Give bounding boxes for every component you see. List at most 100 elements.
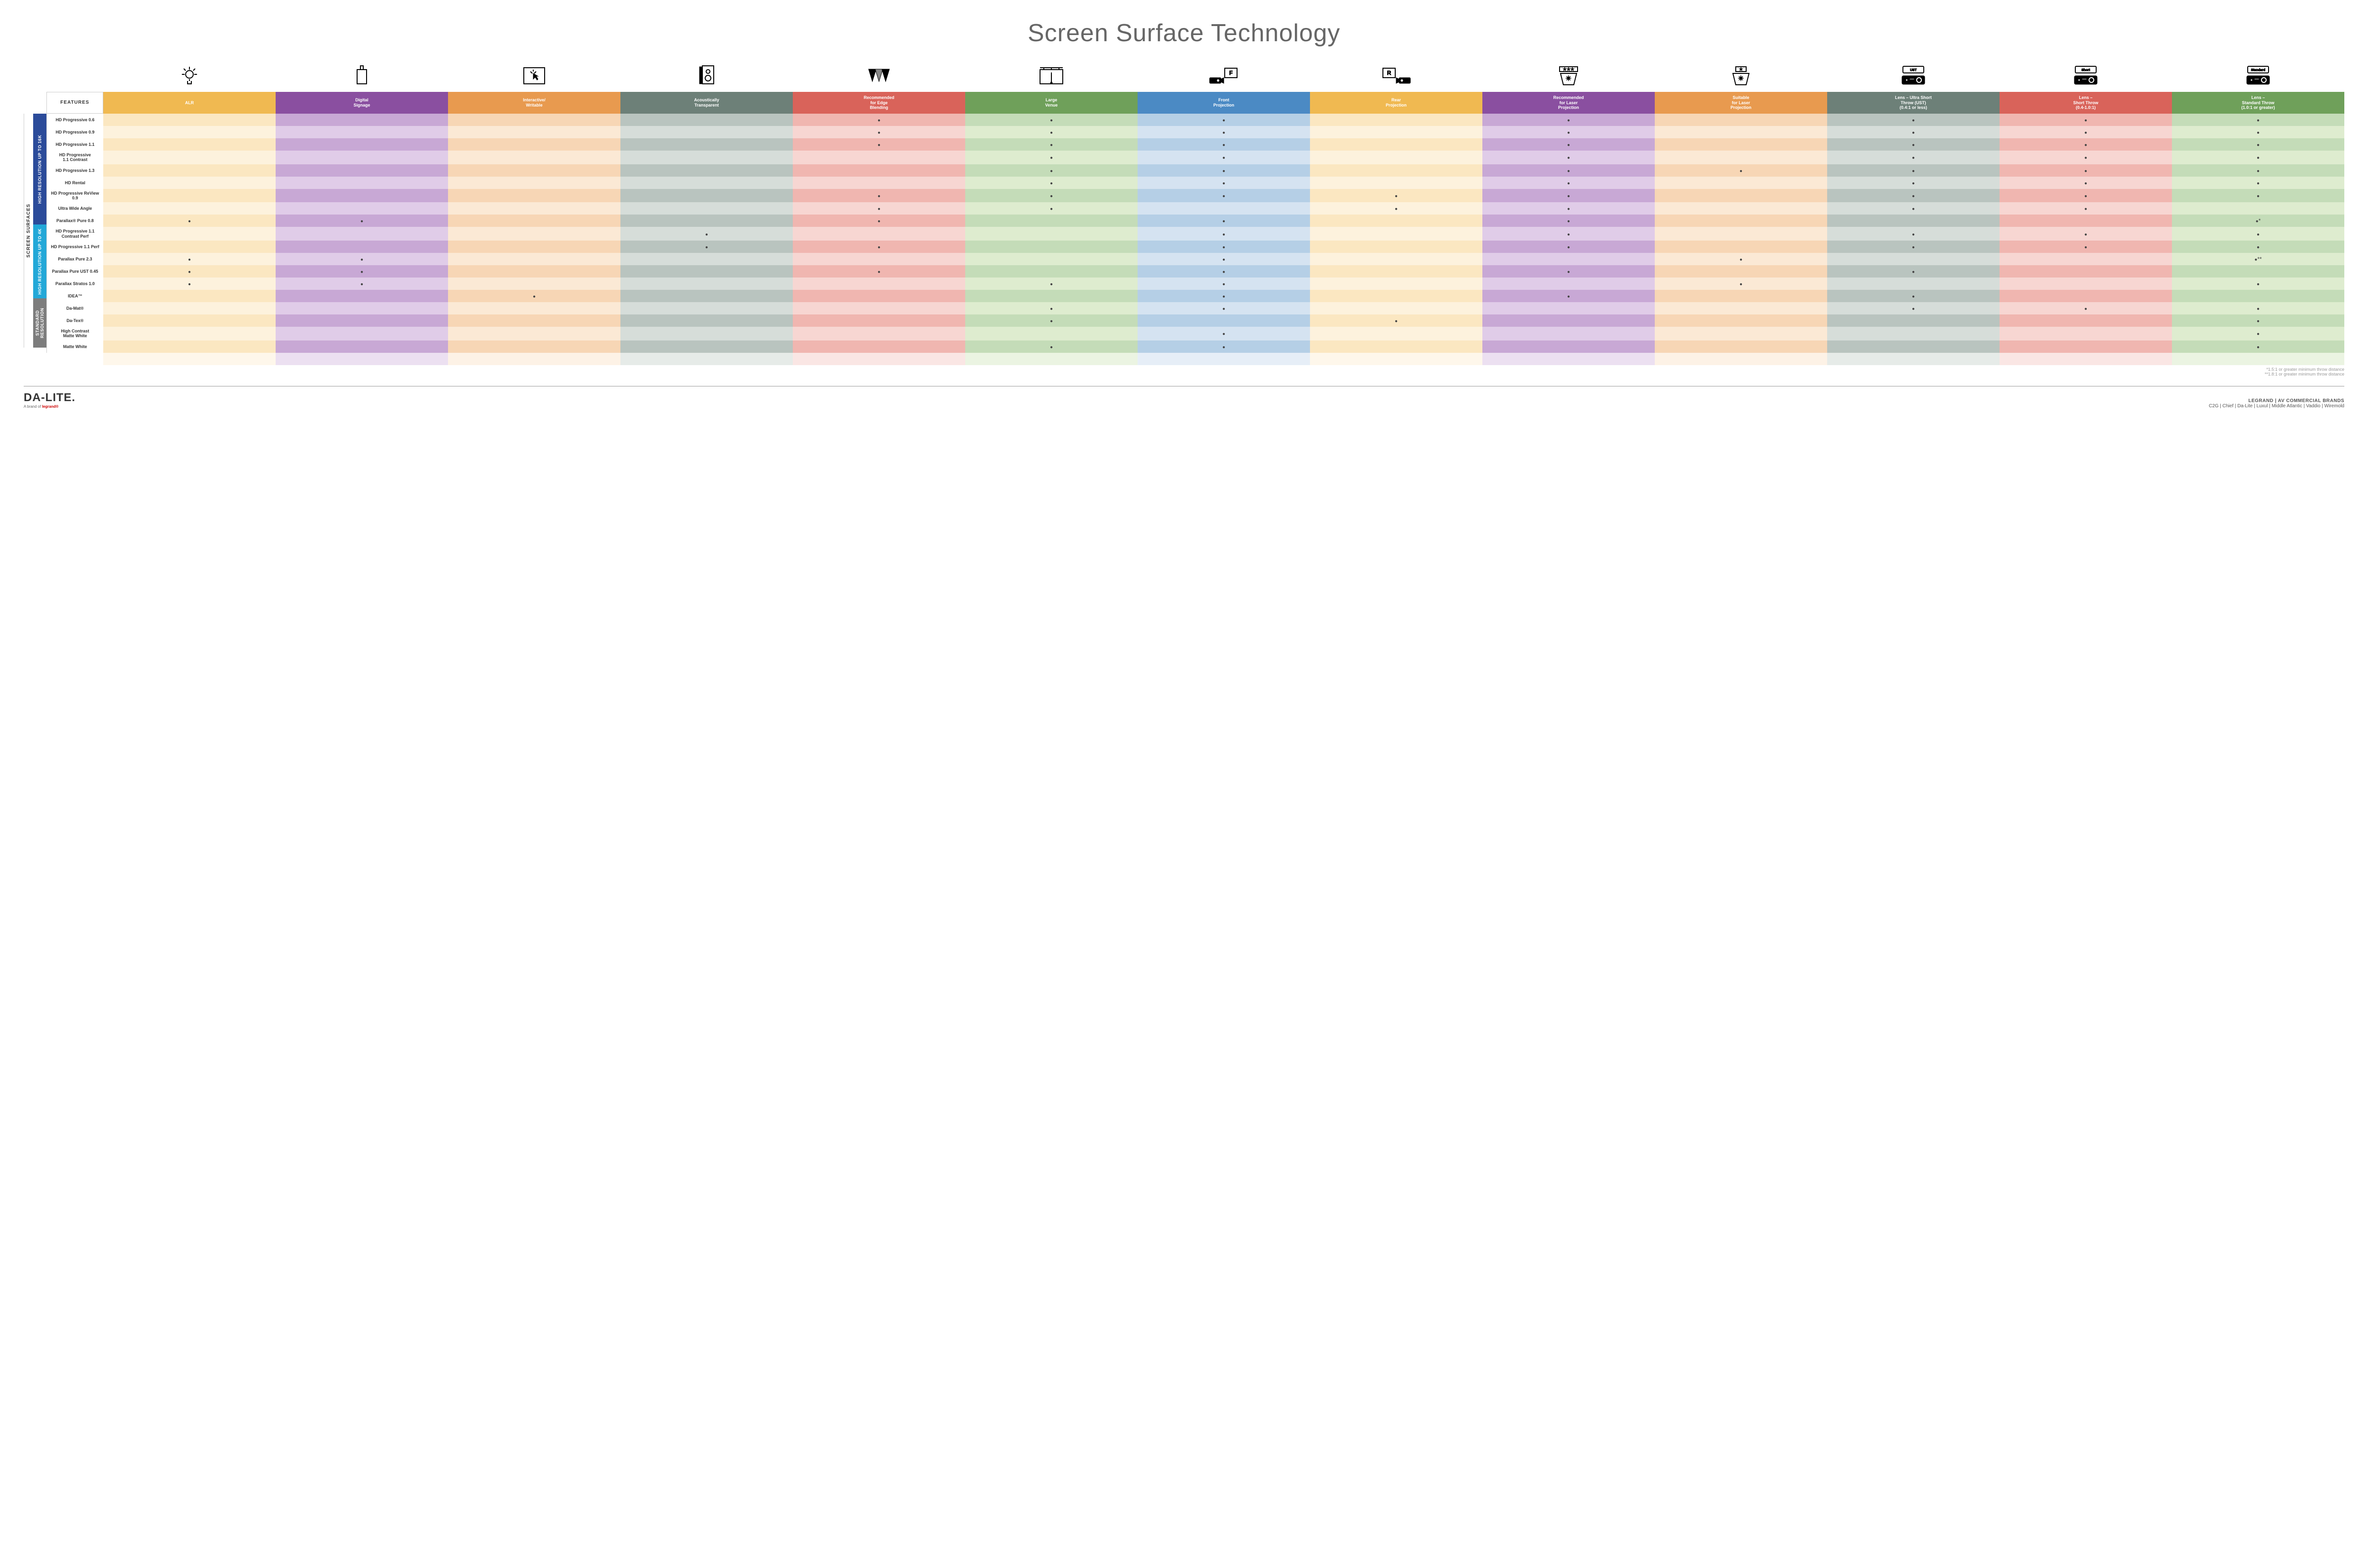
- cell-large: [965, 265, 1138, 278]
- cell-front: [1138, 215, 1310, 227]
- cell-short: [2000, 151, 2172, 164]
- svg-text:✴: ✴: [1738, 75, 1744, 83]
- cell-alr: [103, 302, 276, 314]
- dot-icon: [2084, 243, 2087, 250]
- col-header-large: LargeVenue: [965, 92, 1138, 114]
- cell-interactive: [448, 126, 620, 138]
- cell-reclaser: [1482, 340, 1655, 353]
- dot-icon: [1222, 179, 1225, 186]
- cell-large: [965, 253, 1138, 265]
- table-row: Matte White: [46, 340, 2344, 353]
- cell-short: [2000, 202, 2172, 215]
- cell-signage: [276, 151, 448, 164]
- cell-ust: [1827, 189, 2000, 203]
- cell-suitlaser: [1655, 302, 1827, 314]
- dot-icon: [1567, 141, 1570, 148]
- dot-icon: [878, 192, 880, 199]
- features-header: FEATURES: [46, 92, 103, 114]
- cell-ust: [1827, 327, 2000, 340]
- cell-short: [2000, 265, 2172, 278]
- cell-signage: [276, 314, 448, 327]
- cell-signage: [276, 327, 448, 340]
- cell-interactive: [448, 164, 620, 177]
- dot-icon: [2257, 231, 2260, 237]
- cell-suitlaser: [1655, 265, 1827, 278]
- col-header-acoustic: AcousticallyTransparent: [620, 92, 793, 114]
- cell-large: [965, 114, 1138, 126]
- row-label: High ContrastMatte White: [46, 327, 103, 340]
- cell-std: [2172, 164, 2344, 177]
- cell-rear: [1310, 265, 1482, 278]
- cell-rear: [1310, 278, 1482, 290]
- cell-short: [2000, 278, 2172, 290]
- row-label: HD Rental: [46, 177, 103, 189]
- cell-front: [1138, 227, 1310, 241]
- cell-std: *: [2172, 215, 2344, 227]
- cell-alr: [103, 265, 276, 278]
- dot-icon: [360, 256, 363, 262]
- dot-icon: [2257, 305, 2260, 312]
- table-row: IDEA™: [46, 290, 2344, 302]
- cell-signage: [276, 265, 448, 278]
- cell-signage: [276, 164, 448, 177]
- page-title: Screen Surface Technology: [24, 19, 2344, 47]
- cell-rear: [1310, 340, 1482, 353]
- cell-acoustic: [620, 189, 793, 203]
- cell-std: [2172, 265, 2344, 278]
- cell-large: [965, 314, 1138, 327]
- cell-large: [965, 340, 1138, 353]
- cell-edge: [793, 177, 965, 189]
- cell-std: [2172, 290, 2344, 302]
- cell-interactive: [448, 327, 620, 340]
- dot-icon: [1222, 154, 1225, 161]
- cell-suitlaser: [1655, 215, 1827, 227]
- cell-acoustic: [620, 227, 793, 241]
- cell-suitlaser: [1655, 138, 1827, 151]
- cell-acoustic: [620, 241, 793, 253]
- cell-rear: [1310, 177, 1482, 189]
- cell-suitlaser: [1655, 189, 1827, 203]
- cell-short: [2000, 114, 2172, 126]
- cell-ust: [1827, 164, 2000, 177]
- row-label: Parallax Pure 2.3: [46, 253, 103, 265]
- cell-edge: [793, 327, 965, 340]
- dot-icon: [2257, 179, 2260, 186]
- cell-large: [965, 327, 1138, 340]
- dot-icon: [1740, 256, 1742, 262]
- table-row: HD Progressive ReView 0.9: [46, 189, 2344, 203]
- dot-icon: [1567, 231, 1570, 237]
- brand-subtitle: A brand of legrand®: [24, 404, 75, 409]
- dot-icon: [1050, 305, 1053, 312]
- svg-text:Standard: Standard: [2251, 69, 2265, 72]
- cell-std: **: [2172, 253, 2344, 265]
- dot-icon: [1567, 293, 1570, 299]
- cell-edge: [793, 290, 965, 302]
- cell-interactive: [448, 340, 620, 353]
- cell-edge: [793, 265, 965, 278]
- table-row: Parallax Pure 2.3 **: [46, 253, 2344, 265]
- dot-icon: [1567, 179, 1570, 186]
- dot-icon: [2084, 141, 2087, 148]
- cell-acoustic: [620, 302, 793, 314]
- svg-text:UST: UST: [1910, 69, 1917, 72]
- dot-icon: [1050, 317, 1053, 324]
- ust-icon: UST: [1827, 62, 2000, 90]
- cell-reclaser: [1482, 114, 1655, 126]
- dot-icon: [360, 280, 363, 287]
- cell-interactive: [448, 227, 620, 241]
- dot-icon: [1050, 192, 1053, 199]
- cell-std: [2172, 202, 2344, 215]
- cell-alr: [103, 164, 276, 177]
- table-row: HD Rental: [46, 177, 2344, 189]
- cell-rear: [1310, 327, 1482, 340]
- dot-icon: [1912, 231, 1915, 237]
- dot-icon: [878, 217, 880, 224]
- cell-suitlaser: [1655, 340, 1827, 353]
- dot-icon: [1912, 205, 1915, 212]
- table-row: HD Progressive 1.1: [46, 138, 2344, 151]
- cell-interactive: [448, 314, 620, 327]
- cell-rear: [1310, 302, 1482, 314]
- dot-icon: [1395, 205, 1398, 212]
- table-row: Parallax Stratos 1.0: [46, 278, 2344, 290]
- cell-reclaser: [1482, 290, 1655, 302]
